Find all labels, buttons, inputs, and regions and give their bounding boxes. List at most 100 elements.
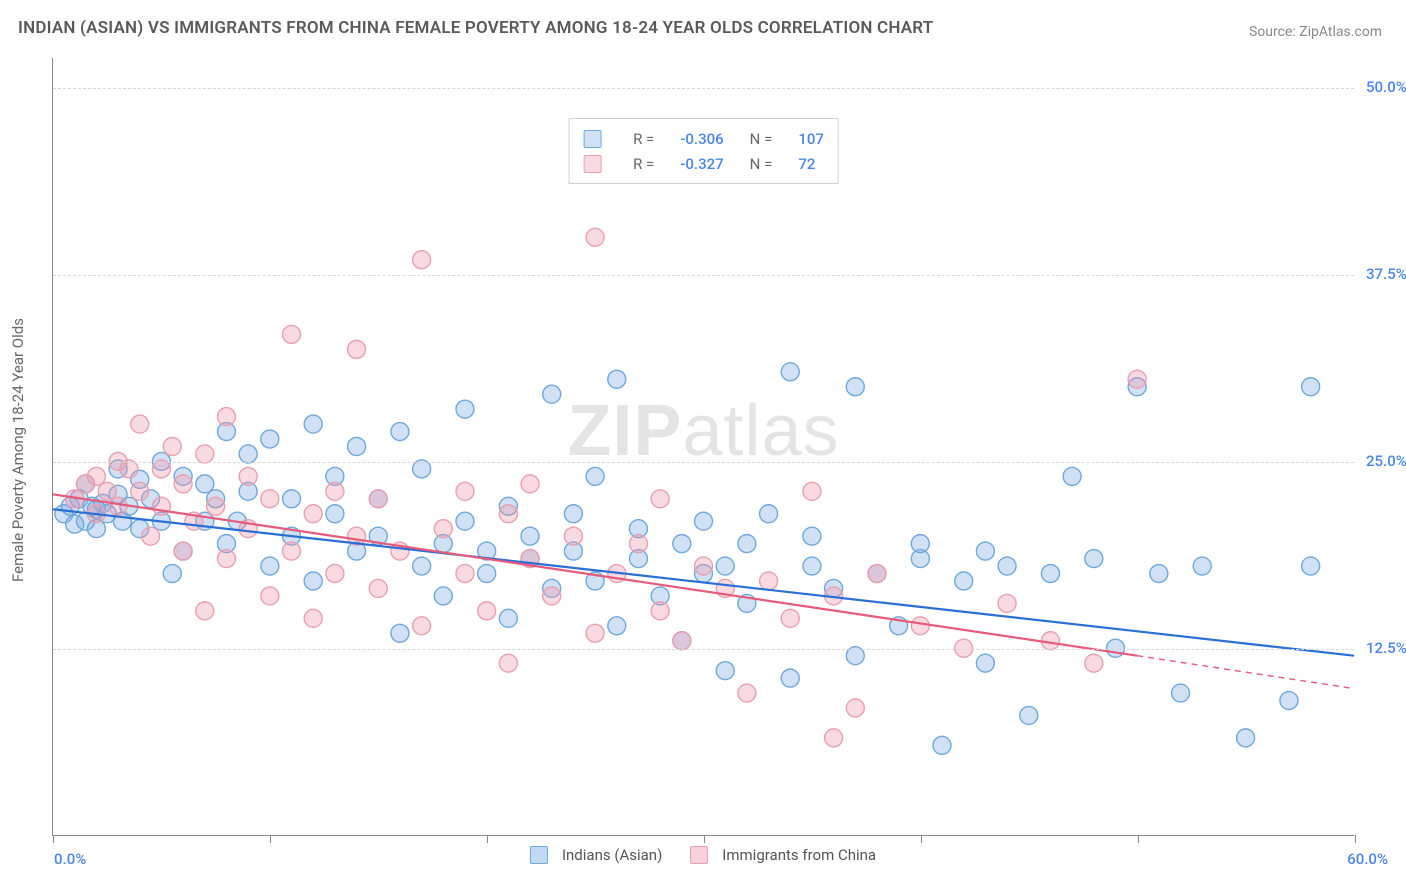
data-point — [825, 729, 843, 747]
data-point — [261, 587, 279, 605]
legend-n-1: 107 — [786, 127, 836, 150]
data-point — [695, 512, 713, 530]
data-point — [434, 587, 452, 605]
data-point — [478, 565, 496, 583]
data-point — [196, 445, 214, 463]
data-point — [976, 654, 994, 672]
data-point — [207, 497, 225, 515]
data-point — [261, 490, 279, 508]
data-point — [803, 482, 821, 500]
data-point — [738, 684, 756, 702]
data-point — [803, 557, 821, 575]
data-point — [326, 505, 344, 523]
chart-title: INDIAN (ASIAN) VS IMMIGRANTS FROM CHINA … — [18, 18, 933, 38]
data-point — [304, 572, 322, 590]
data-point — [456, 565, 474, 583]
data-point — [499, 609, 517, 627]
data-point — [131, 482, 149, 500]
data-point — [326, 565, 344, 583]
data-point — [456, 400, 474, 418]
data-point — [413, 557, 431, 575]
data-point — [716, 557, 734, 575]
data-point — [391, 423, 409, 441]
data-point — [413, 251, 431, 269]
data-point — [98, 482, 116, 500]
data-point — [163, 438, 181, 456]
data-point — [586, 228, 604, 246]
x-tick — [1138, 835, 1139, 843]
data-point — [174, 475, 192, 493]
data-point — [521, 527, 539, 545]
data-point — [434, 520, 452, 538]
data-point — [217, 408, 235, 426]
data-point — [586, 624, 604, 642]
x-tick — [270, 835, 271, 843]
data-point — [1193, 557, 1211, 575]
data-point — [1302, 378, 1320, 396]
data-point — [1085, 550, 1103, 568]
gridline-h — [53, 649, 1354, 650]
data-point — [803, 527, 821, 545]
data-point — [348, 438, 366, 456]
data-point — [348, 340, 366, 358]
data-point — [304, 415, 322, 433]
data-point — [1128, 370, 1146, 388]
data-point — [998, 557, 1016, 575]
series-legend: Indians (Asian)Immigrants from China — [530, 846, 876, 864]
data-point — [760, 572, 778, 590]
data-point — [261, 557, 279, 575]
data-point — [87, 467, 105, 485]
source-label: Source: ZipAtlas.com — [1249, 24, 1382, 40]
data-point — [239, 467, 257, 485]
legend-r-2: -0.327 — [668, 152, 735, 175]
data-point — [413, 617, 431, 635]
gridline-h — [53, 88, 1354, 89]
data-point — [608, 617, 626, 635]
data-point — [1237, 729, 1255, 747]
data-point — [239, 445, 257, 463]
data-point — [781, 363, 799, 381]
y-tick-label: 50.0% — [1366, 78, 1406, 96]
data-point — [543, 385, 561, 403]
data-point — [174, 542, 192, 560]
data-point — [846, 699, 864, 717]
legend-row-series-1: R = -0.306 N = 107 — [571, 127, 836, 150]
x-origin-label: 0.0% — [54, 850, 86, 868]
gridline-h — [53, 462, 1354, 463]
data-point — [608, 370, 626, 388]
data-point — [304, 609, 322, 627]
legend-n-2: 72 — [786, 152, 836, 175]
legend-swatch-2 — [583, 155, 601, 173]
x-tick — [487, 835, 488, 843]
legend-r-1: -0.306 — [668, 127, 735, 150]
x-tick — [704, 835, 705, 843]
data-point — [131, 415, 149, 433]
data-point — [456, 482, 474, 500]
legend-item: Immigrants from China — [690, 846, 876, 864]
legend-label: Immigrants from China — [722, 846, 876, 864]
data-point — [456, 512, 474, 530]
data-point — [163, 565, 181, 583]
data-point — [760, 505, 778, 523]
data-point — [781, 669, 799, 687]
data-point — [955, 572, 973, 590]
x-tick — [921, 835, 922, 843]
data-point — [391, 624, 409, 642]
y-axis-label: Female Poverty Among 18-24 Year Olds — [9, 318, 27, 582]
data-point — [478, 602, 496, 620]
data-point — [196, 475, 214, 493]
data-point — [1302, 557, 1320, 575]
data-point — [1041, 565, 1059, 583]
data-point — [586, 467, 604, 485]
data-point — [109, 497, 127, 515]
data-point — [673, 535, 691, 553]
data-point — [716, 662, 734, 680]
data-point — [543, 587, 561, 605]
legend-swatch — [690, 846, 708, 864]
data-point — [499, 654, 517, 672]
y-tick-label: 12.5% — [1366, 639, 1406, 657]
data-point — [695, 557, 713, 575]
data-point — [1063, 467, 1081, 485]
data-point — [1150, 565, 1168, 583]
data-point — [781, 609, 799, 627]
